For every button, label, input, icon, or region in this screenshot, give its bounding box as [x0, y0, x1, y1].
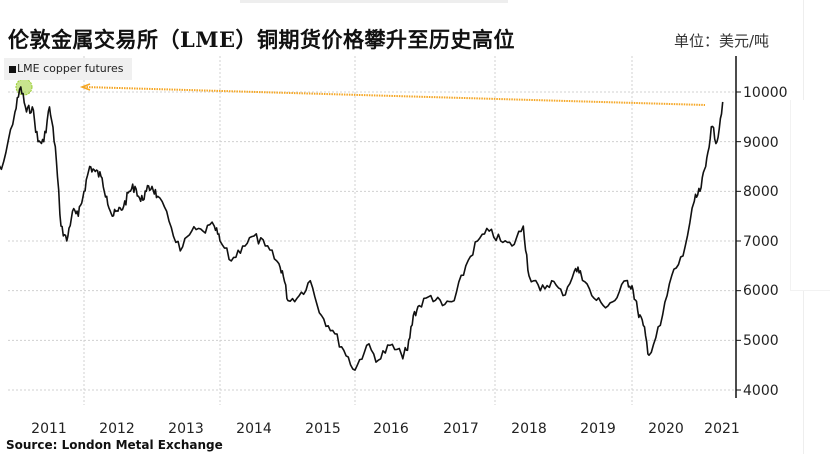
x-label: 2016 — [373, 421, 409, 437]
x-label: 2019 — [580, 421, 616, 437]
y-label: 8000 — [743, 184, 779, 200]
x-label: 2014 — [236, 421, 272, 437]
y-label: 4000 — [743, 383, 779, 399]
y-label: 10000 — [743, 85, 788, 101]
x-label: 2011 — [31, 421, 67, 437]
x-label: 2021 — [704, 421, 740, 437]
y-label: 7000 — [743, 234, 779, 250]
x-label: 2015 — [305, 421, 341, 437]
arrow-line — [83, 86, 706, 106]
unit-label: 单位：美元/吨 — [674, 32, 770, 50]
y-label: 9000 — [743, 135, 779, 151]
gridlines — [8, 56, 736, 405]
chart-legend: LME copper futures — [4, 58, 132, 80]
y-label: 6000 — [743, 283, 779, 299]
source-note: Source: London Metal Exchange — [6, 438, 223, 452]
chart-title: 伦敦金属交易所（LME）铜期货价格攀升至历史高位 — [8, 27, 516, 52]
x-label: 2013 — [168, 421, 204, 437]
legend-swatch-icon — [9, 66, 16, 73]
x-label: 2012 — [99, 421, 135, 437]
x-label: 2018 — [511, 421, 547, 437]
copper-price-line — [0, 86, 724, 371]
arrow-head-icon — [79, 83, 91, 91]
x-label: 2017 — [443, 421, 479, 437]
legend-label: LME copper futures — [17, 62, 124, 75]
y-label: 5000 — [743, 333, 779, 349]
x-label: 2020 — [648, 421, 684, 437]
top-border — [240, 0, 508, 3]
y-axis-ticks — [736, 91, 741, 391]
right-panel-overlay — [790, 100, 830, 291]
